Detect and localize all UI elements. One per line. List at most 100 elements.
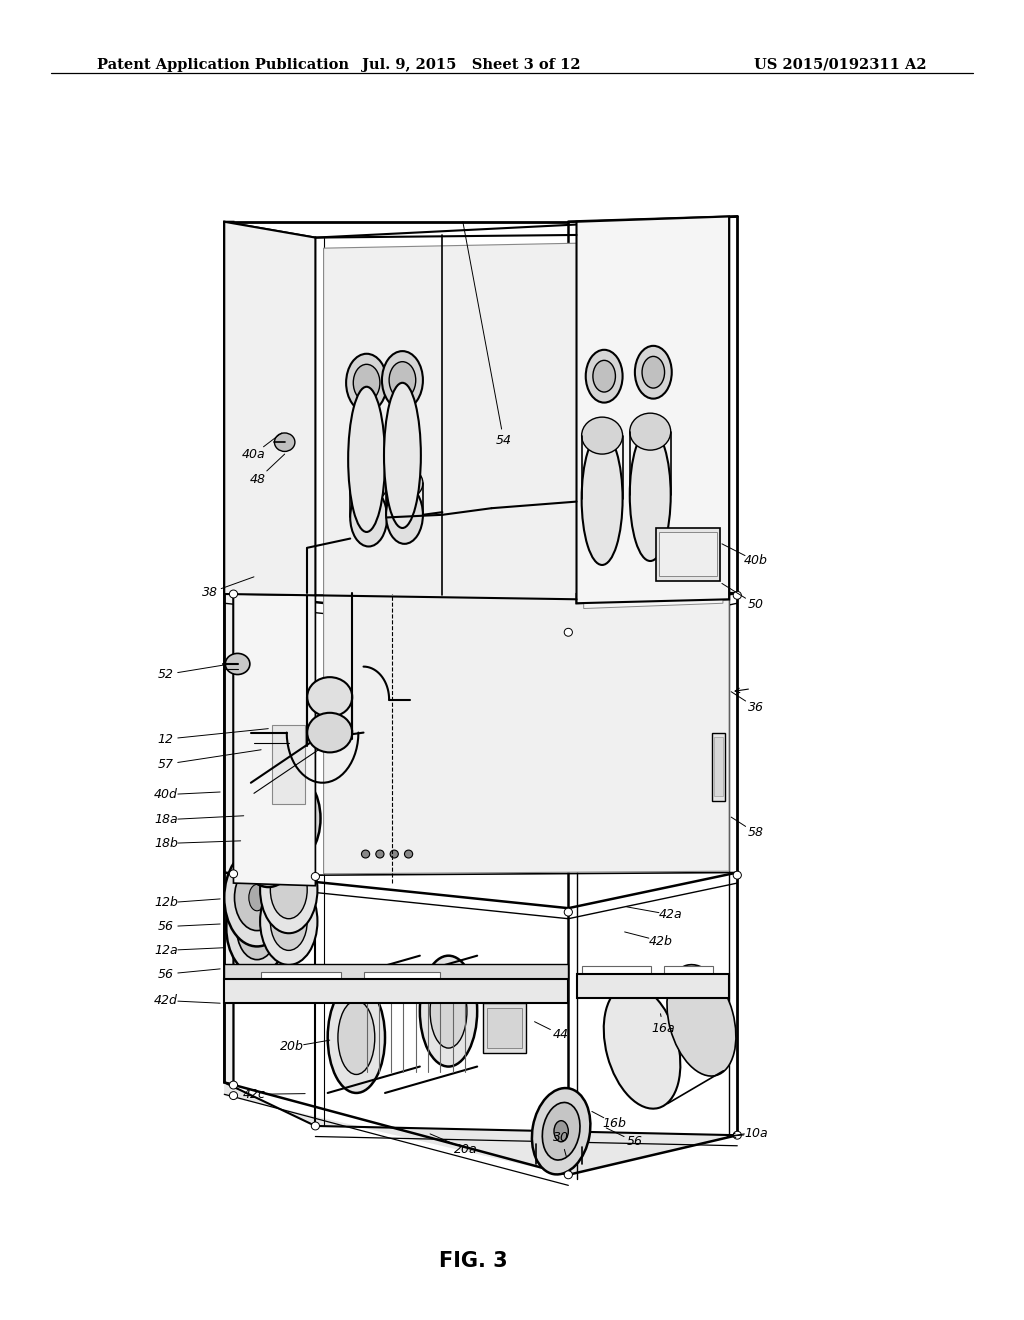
Text: 42a: 42a xyxy=(658,908,683,921)
Ellipse shape xyxy=(667,965,736,1076)
Ellipse shape xyxy=(346,354,387,412)
Bar xyxy=(487,1008,522,1048)
Text: Jul. 9, 2015   Sheet 3 of 12: Jul. 9, 2015 Sheet 3 of 12 xyxy=(361,58,581,71)
Ellipse shape xyxy=(420,956,477,1067)
Ellipse shape xyxy=(338,1001,375,1074)
Ellipse shape xyxy=(224,849,290,946)
Ellipse shape xyxy=(311,1122,319,1130)
Text: 20b: 20b xyxy=(280,1040,304,1053)
Text: 42c: 42c xyxy=(243,1088,265,1101)
Bar xyxy=(664,966,713,977)
Bar xyxy=(577,974,729,998)
Text: 57: 57 xyxy=(158,758,174,771)
Ellipse shape xyxy=(270,861,307,919)
Ellipse shape xyxy=(248,809,289,873)
Bar xyxy=(224,979,568,1003)
Ellipse shape xyxy=(630,429,671,561)
Ellipse shape xyxy=(249,915,265,941)
Polygon shape xyxy=(233,594,315,886)
Text: 44: 44 xyxy=(553,1028,569,1041)
Polygon shape xyxy=(224,1082,737,1175)
Ellipse shape xyxy=(311,873,319,880)
Bar xyxy=(659,532,717,576)
Ellipse shape xyxy=(554,1121,568,1142)
Ellipse shape xyxy=(564,908,572,916)
Ellipse shape xyxy=(270,892,307,950)
Ellipse shape xyxy=(229,590,238,598)
Text: 20a: 20a xyxy=(454,1143,478,1155)
Text: 52: 52 xyxy=(158,668,174,681)
Polygon shape xyxy=(584,598,723,609)
Text: 12: 12 xyxy=(158,733,174,746)
Ellipse shape xyxy=(543,1102,580,1160)
Text: 40a: 40a xyxy=(242,447,266,461)
Text: 42b: 42b xyxy=(648,935,673,948)
Text: 56: 56 xyxy=(158,968,174,981)
Ellipse shape xyxy=(307,677,352,717)
Text: 54: 54 xyxy=(496,434,512,447)
Text: 18a: 18a xyxy=(154,813,178,826)
Bar xyxy=(582,966,651,977)
Text: 16a: 16a xyxy=(651,1022,676,1035)
Ellipse shape xyxy=(384,383,421,528)
Text: 58: 58 xyxy=(748,826,764,840)
Text: FIG. 3: FIG. 3 xyxy=(438,1250,508,1271)
Bar xyxy=(272,725,305,804)
Text: 10a: 10a xyxy=(743,1127,768,1140)
Text: 18b: 18b xyxy=(154,837,178,850)
Ellipse shape xyxy=(229,1081,238,1089)
Ellipse shape xyxy=(564,1171,572,1179)
Bar xyxy=(261,972,341,982)
Ellipse shape xyxy=(225,653,250,675)
Ellipse shape xyxy=(733,1131,741,1139)
Polygon shape xyxy=(224,222,315,595)
Ellipse shape xyxy=(260,878,317,965)
Ellipse shape xyxy=(229,1092,238,1100)
Text: 56: 56 xyxy=(627,1135,643,1148)
Text: 50: 50 xyxy=(748,598,764,611)
Ellipse shape xyxy=(430,974,467,1048)
Ellipse shape xyxy=(642,356,665,388)
Bar xyxy=(714,737,723,796)
Text: 12b: 12b xyxy=(154,896,178,909)
Ellipse shape xyxy=(361,850,370,858)
Polygon shape xyxy=(324,240,729,874)
Ellipse shape xyxy=(630,413,671,450)
Text: 40b: 40b xyxy=(743,554,768,568)
Ellipse shape xyxy=(604,985,680,1109)
Ellipse shape xyxy=(733,871,741,879)
Ellipse shape xyxy=(226,882,288,974)
Ellipse shape xyxy=(733,591,741,599)
Polygon shape xyxy=(224,222,233,1085)
Bar xyxy=(483,1003,526,1053)
Ellipse shape xyxy=(237,896,278,960)
Ellipse shape xyxy=(348,387,385,532)
Bar xyxy=(224,964,568,979)
Text: 12a: 12a xyxy=(154,944,178,957)
Ellipse shape xyxy=(586,350,623,403)
Text: US 2015/0192311 A2: US 2015/0192311 A2 xyxy=(754,58,927,71)
Ellipse shape xyxy=(382,351,423,409)
Ellipse shape xyxy=(390,850,398,858)
Text: 56: 56 xyxy=(158,920,174,933)
Ellipse shape xyxy=(260,846,317,933)
Ellipse shape xyxy=(582,433,623,565)
Ellipse shape xyxy=(353,364,380,401)
Ellipse shape xyxy=(259,772,321,865)
Ellipse shape xyxy=(229,870,238,878)
Bar xyxy=(656,528,720,581)
Ellipse shape xyxy=(389,362,416,399)
Ellipse shape xyxy=(238,795,299,887)
Ellipse shape xyxy=(234,865,280,931)
Text: 42d: 42d xyxy=(154,994,178,1007)
Ellipse shape xyxy=(350,488,387,546)
Text: 38: 38 xyxy=(202,586,218,599)
Ellipse shape xyxy=(635,346,672,399)
Ellipse shape xyxy=(386,486,423,544)
Text: 16b: 16b xyxy=(602,1117,627,1130)
Text: 48: 48 xyxy=(250,473,266,486)
Text: 40d: 40d xyxy=(154,788,178,801)
Polygon shape xyxy=(577,216,729,603)
Text: 36: 36 xyxy=(748,701,764,714)
Ellipse shape xyxy=(582,417,623,454)
